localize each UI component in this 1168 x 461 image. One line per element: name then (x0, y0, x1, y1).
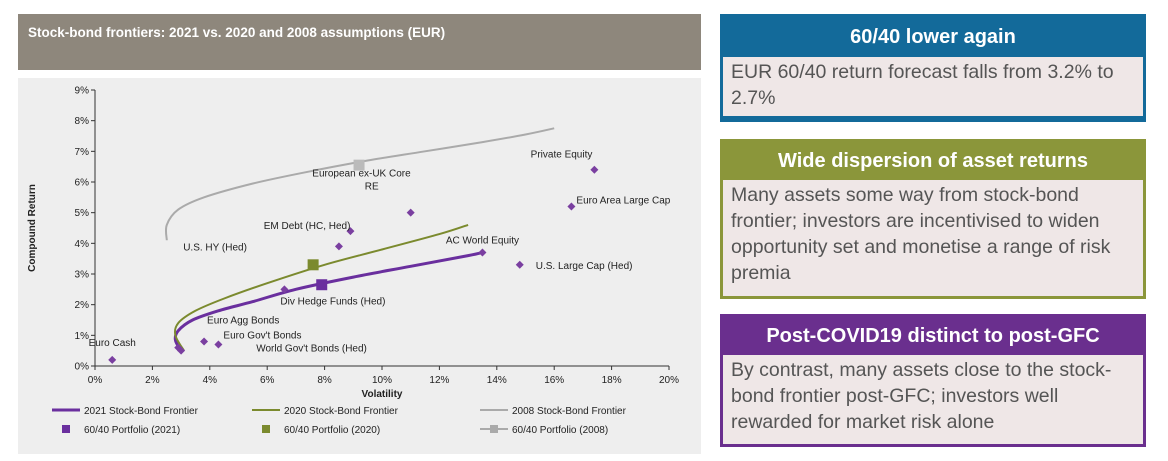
asset-point (280, 285, 289, 294)
asset-point (515, 260, 524, 269)
legend-label: 60/40 Portfolio (2008) (512, 425, 608, 436)
legend-swatch (262, 425, 270, 433)
asset-point (174, 343, 183, 352)
callout-body: EUR 60/40 return forecast falls from 3.2… (723, 57, 1143, 116)
asset-label: Euro Cash (89, 338, 136, 349)
asset-label: Div Hedge Funds (Hed) (280, 296, 385, 307)
frontier-line-2021 (173, 251, 483, 352)
x-tick-label: 6% (260, 375, 275, 386)
asset-point (334, 242, 343, 251)
asset-point (108, 355, 117, 364)
asset-label: Euro Area Large Cap (576, 196, 670, 207)
callout-60-40-lower: 60/40 lower again EUR 60/40 return forec… (720, 14, 1146, 122)
x-tick-label: 8% (317, 375, 332, 386)
legend-label: 2021 Stock-Bond Frontier (84, 406, 199, 417)
asset-label: Euro Agg Bonds (207, 315, 279, 326)
legend-label: 60/40 Portfolio (2020) (284, 425, 380, 436)
asset-point (214, 340, 223, 349)
x-tick-label: 20% (659, 375, 679, 386)
chart-header: Stock-bond frontiers: 2021 vs. 2020 and … (18, 14, 701, 70)
legend-swatch (62, 425, 70, 433)
asset-point (478, 248, 487, 257)
asset-label: U.S. HY (Hed) (183, 242, 247, 253)
y-tick-label: 6% (75, 178, 90, 189)
asset-point (590, 165, 599, 174)
x-tick-label: 14% (487, 375, 507, 386)
asset-label: Euro Gov't Bonds (223, 331, 301, 342)
chart-title: Stock-bond frontiers: 2021 vs. 2020 and … (28, 25, 446, 40)
y-axis-label: Compound Return (27, 184, 38, 272)
callout-body: By contrast, many assets close to the st… (723, 355, 1143, 444)
y-tick-label: 3% (75, 270, 90, 281)
y-tick-label: 7% (75, 147, 90, 158)
x-tick-label: 12% (429, 375, 449, 386)
chart-panel: Stock-bond frontiers: 2021 vs. 2020 and … (18, 14, 701, 454)
y-tick-label: 0% (75, 362, 90, 373)
legend-label: 2020 Stock-Bond Frontier (284, 406, 399, 417)
y-tick-label: 4% (75, 239, 90, 250)
callout-post-covid: Post-COVID19 distinct to post-GFC By con… (720, 314, 1146, 447)
portfolio-marker-2021 (316, 279, 328, 291)
asset-label: RE (365, 182, 379, 193)
callout-heading: Post-COVID19 distinct to post-GFC (766, 325, 1100, 347)
frontier-line-2008 (164, 127, 555, 241)
asset-label: EM Debt (HC, Hed) (264, 221, 351, 232)
x-tick-label: 4% (203, 375, 218, 386)
stock-bond-frontier-chart: 0% 1% 2% 3% 4% 5% 6% 7% 8% 9% 0% 2% 4% 6% 8% 10% 12% 14% 1… (27, 86, 679, 437)
legend-swatch (490, 425, 498, 433)
y-tick-label: 5% (75, 208, 90, 219)
callout-heading: Wide dispersion of asset returns (778, 150, 1088, 172)
legend-label: 2008 Stock-Bond Frontier (512, 406, 627, 417)
asset-label: European ex-UK Core (312, 169, 411, 180)
asset-point (346, 227, 355, 236)
y-tick-label: 1% (75, 331, 90, 342)
asset-label: World Gov't Bonds (Hed) (256, 344, 367, 355)
x-tick-label: 18% (602, 375, 622, 386)
portfolio-marker-2020 (307, 259, 319, 271)
y-tick-label: 8% (75, 116, 90, 127)
y-tick-label: 9% (75, 86, 90, 97)
x-tick-label: 0% (88, 375, 103, 386)
asset-label: Private Equity (531, 150, 593, 161)
chart-body (18, 78, 701, 454)
callout-body: Many assets some way from stock-bond fro… (723, 180, 1143, 296)
asset-point (200, 337, 209, 346)
x-tick-label: 16% (544, 375, 564, 386)
x-axis-label: Volatility (362, 389, 403, 400)
asset-label: U.S. Large Cap (Hed) (536, 261, 633, 272)
y-tick-label: 2% (75, 300, 90, 311)
frontier-line-2020 (173, 223, 469, 352)
asset-label: AC World Equity (446, 236, 519, 247)
asset-point (567, 202, 576, 211)
asset-point (406, 208, 415, 217)
portfolio-marker-2008 (353, 159, 365, 171)
callout-wide-dispersion: Wide dispersion of asset returns Many as… (720, 139, 1146, 299)
callout-heading: 60/40 lower again (850, 26, 1016, 48)
x-tick-label: 10% (372, 375, 392, 386)
legend-label: 60/40 Portfolio (2021) (84, 425, 180, 436)
x-tick-label: 2% (145, 375, 160, 386)
